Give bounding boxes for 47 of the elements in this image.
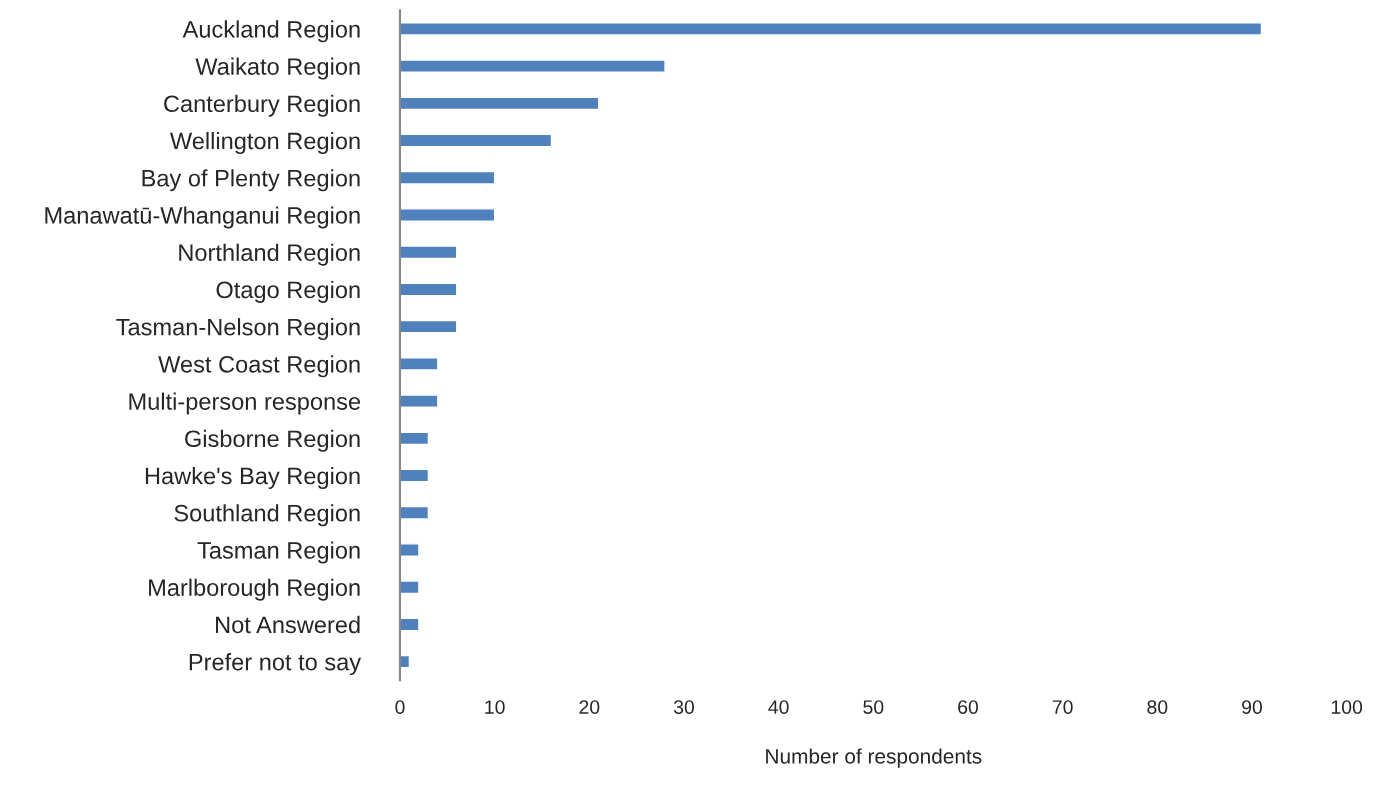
x-tick-label: 30: [673, 700, 695, 714]
y-tick-label: Wellington Region: [169, 132, 360, 155]
y-tick-label: Multi-person response: [129, 392, 361, 415]
x-tick-label: 70: [1052, 700, 1073, 714]
y-tick-label: Southland Region: [174, 504, 360, 527]
x-axis-title: Number of respondents: [766, 748, 982, 768]
bar: [399, 431, 430, 446]
x-tick-label: 100: [1331, 700, 1363, 714]
x-tick-label: 10: [485, 700, 505, 714]
y-tick-label: Manawatū-Whanganui Region: [45, 206, 360, 229]
y-tick-label: Tasman-Nelson Region: [116, 318, 360, 341]
y-tick-label: Hawke's Bay Region: [145, 466, 360, 489]
bar: [399, 22, 1263, 36]
x-tick-label: 60: [958, 700, 979, 714]
y-tick-label: Bay of Plenty Region: [142, 169, 360, 192]
bar: [399, 543, 420, 557]
bar: [399, 133, 553, 148]
x-tick-label: 90: [1242, 700, 1263, 714]
y-tick-label: Tasman Region: [197, 541, 360, 564]
y-tick-label: Auckland Region: [182, 20, 360, 43]
y-tick-label: West Coast Region: [158, 355, 360, 378]
y-tick-label: Canterbury Region: [164, 94, 360, 117]
bar: [399, 59, 666, 73]
bar: [399, 170, 496, 185]
y-tick-label: Waikato Region: [195, 57, 360, 80]
bar: [399, 468, 430, 483]
x-tick-label: 50: [863, 700, 884, 714]
bar: [399, 505, 430, 520]
bar: [399, 357, 439, 371]
bar: [399, 394, 439, 408]
x-tick-label: 20: [579, 700, 600, 714]
bar: [399, 580, 420, 595]
y-tick-label: Marlborough Region: [149, 578, 360, 601]
y-tick-label: Prefer not to say: [189, 653, 362, 676]
y-tick-label: Northland Region: [179, 243, 360, 266]
x-tick-label: 0: [395, 700, 405, 714]
y-tick-label: Not Answered: [216, 615, 360, 634]
bar: [399, 282, 458, 297]
bar: [399, 319, 458, 334]
bar: [399, 208, 496, 222]
y-tick-label: Otago Region: [216, 280, 360, 303]
bar: [399, 245, 458, 260]
y-tick-label: Gisborne Region: [185, 429, 360, 452]
x-tick-label: 80: [1147, 700, 1168, 714]
bar: [399, 617, 420, 632]
x-tick-label: 40: [768, 700, 789, 714]
bar: [399, 96, 600, 111]
